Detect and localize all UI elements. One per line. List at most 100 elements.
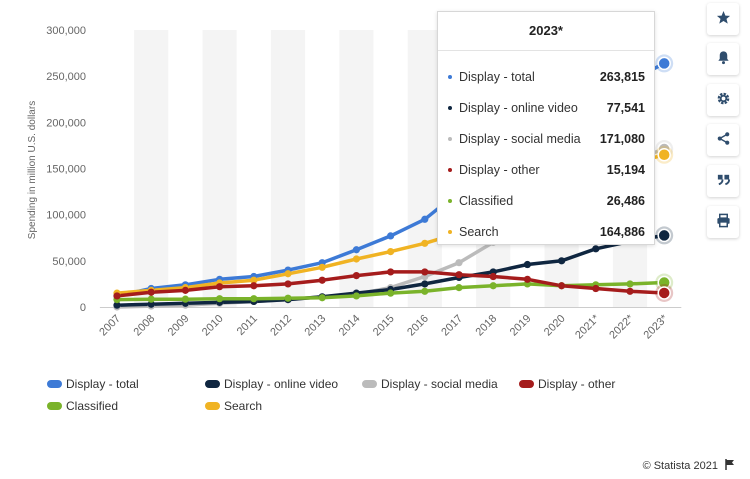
data-point[interactable] <box>352 255 360 263</box>
x-axis: 2007 2008 2009 2010 2011 2012 2013 2014 2015 2016… <box>97 312 670 341</box>
hover-tooltip: 2023* Display - total 263,815 Display - on… <box>437 11 655 245</box>
share-icon <box>716 131 731 149</box>
share-button[interactable] <box>707 124 739 156</box>
data-point[interactable] <box>250 295 258 303</box>
tooltip-row: Display - social media 171,080 <box>438 129 654 149</box>
data-point[interactable] <box>250 282 258 290</box>
tooltip-dot <box>448 199 452 203</box>
data-point[interactable] <box>489 282 497 290</box>
x-tick-label: 2022* <box>607 312 636 341</box>
tooltip-series-name: Display - social media <box>459 132 581 146</box>
data-point[interactable] <box>284 280 292 288</box>
data-point[interactable] <box>626 287 634 295</box>
data-point[interactable] <box>455 259 463 267</box>
x-tick-label: 2010 <box>200 313 226 339</box>
flag-icon <box>725 459 735 473</box>
credit-text: © Statista 2021 <box>642 460 718 472</box>
data-point[interactable] <box>318 276 326 284</box>
data-point[interactable] <box>626 280 634 288</box>
data-point[interactable] <box>387 268 395 276</box>
tooltip-row: Display - total 263,815 <box>438 67 654 87</box>
data-point[interactable] <box>318 263 326 271</box>
tooltip-value: 15,194 <box>606 163 645 177</box>
x-tick-label: 2008 <box>132 313 158 339</box>
data-point[interactable] <box>387 289 395 297</box>
source-credit[interactable]: © Statista 2021 <box>643 459 735 473</box>
y-tick-label: 100,000 <box>46 210 86 222</box>
data-point[interactable] <box>113 301 121 309</box>
settings-button[interactable] <box>707 84 739 116</box>
bell-icon <box>716 50 731 68</box>
legend-label: Display - online video <box>224 377 339 391</box>
legend-swatch <box>519 380 534 388</box>
cite-button[interactable] <box>707 165 739 197</box>
x-tick-label: 2015 <box>371 313 397 339</box>
x-tick-label: 2019 <box>508 313 534 339</box>
data-point[interactable] <box>250 276 258 284</box>
legend-label: Display - other <box>538 377 616 391</box>
data-point[interactable] <box>592 245 600 253</box>
x-tick-label: 2016 <box>405 313 431 339</box>
legend-label: Search <box>224 399 263 413</box>
tooltip-series-name: Display - total <box>459 70 535 84</box>
favorite-button[interactable] <box>707 3 739 35</box>
data-point[interactable] <box>352 292 360 300</box>
data-point[interactable] <box>387 248 395 256</box>
legend-swatch <box>205 380 220 388</box>
data-point[interactable] <box>421 215 429 223</box>
data-point[interactable] <box>489 272 497 281</box>
tooltip-dot <box>448 75 452 79</box>
x-tick-label: 2017 <box>439 313 465 339</box>
legend-label: Display - social media <box>381 377 498 391</box>
data-point[interactable] <box>113 292 121 300</box>
data-point[interactable] <box>387 232 395 240</box>
data-point[interactable] <box>147 300 155 308</box>
legend-swatch <box>205 402 220 410</box>
x-tick-label: 2007 <box>97 313 123 339</box>
data-point[interactable] <box>181 295 189 303</box>
data-point[interactable] <box>421 268 429 276</box>
y-tick-label: 300,000 <box>46 25 86 37</box>
data-point[interactable] <box>216 295 224 303</box>
tooltip-dot <box>448 168 452 172</box>
y-tick-label: 250,000 <box>46 71 86 83</box>
data-point[interactable] <box>284 270 292 278</box>
data-point[interactable] <box>318 294 326 302</box>
data-point[interactable] <box>421 287 429 295</box>
data-point[interactable] <box>284 294 292 302</box>
data-point[interactable] <box>558 282 566 290</box>
data-point[interactable] <box>657 228 671 243</box>
data-point[interactable] <box>147 288 155 296</box>
data-point[interactable] <box>216 283 224 291</box>
data-point[interactable] <box>523 275 532 283</box>
data-point[interactable] <box>592 284 600 293</box>
tooltip-value: 171,080 <box>599 132 645 146</box>
y-tick-label: 200,000 <box>46 117 86 129</box>
print-button[interactable] <box>707 206 739 238</box>
data-point[interactable] <box>421 280 429 288</box>
column-band <box>407 30 442 307</box>
data-point[interactable] <box>657 56 671 71</box>
data-point[interactable] <box>558 257 566 265</box>
data-point[interactable] <box>523 260 532 269</box>
x-tick-label: 2021* <box>573 312 602 341</box>
y-tick-label: 150,000 <box>46 164 86 176</box>
tooltip-series-name: Classified <box>459 194 514 208</box>
y-axis: 0 50,000 100,000 150,000 200,000 250,000 300,0… <box>46 25 682 314</box>
tooltip-dot <box>448 137 452 141</box>
y-tick-label: 0 <box>80 302 86 314</box>
tooltip-value: 164,886 <box>599 225 645 239</box>
data-point[interactable] <box>147 295 155 303</box>
data-point[interactable] <box>657 286 671 300</box>
data-point[interactable] <box>657 148 671 162</box>
data-point[interactable] <box>352 272 360 280</box>
notification-button[interactable] <box>707 43 739 75</box>
column-band <box>134 30 169 307</box>
data-point[interactable] <box>352 246 360 254</box>
data-point[interactable] <box>181 286 189 294</box>
data-point[interactable] <box>455 284 463 292</box>
data-point[interactable] <box>455 271 463 279</box>
x-tick-label: 2012 <box>268 313 294 339</box>
tooltip-row: Display - online video 77,541 <box>438 98 654 118</box>
data-point[interactable] <box>421 239 429 247</box>
